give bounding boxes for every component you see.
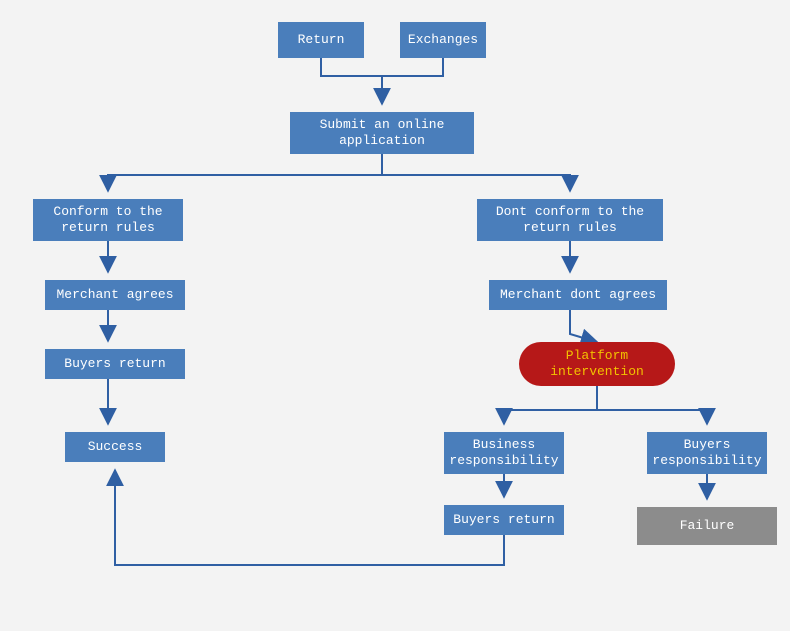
edge-exchanges-submit	[382, 58, 443, 76]
node-buyers_ret_r: Buyers return	[444, 505, 564, 535]
node-submit: Submit an online application	[290, 112, 474, 154]
node-buy_resp: Buyers responsibility	[647, 432, 767, 474]
node-conform: Conform to the return rules	[33, 199, 183, 241]
node-biz_resp: Business responsibility	[444, 432, 564, 474]
node-m_dontagree: Merchant dont agrees	[489, 280, 667, 310]
node-m_agree: Merchant agrees	[45, 280, 185, 310]
node-return: Return	[278, 22, 364, 58]
edge-platform-buy_resp	[597, 410, 707, 424]
edge-submit-dontconform	[382, 175, 570, 191]
edge-return-submit	[321, 58, 382, 104]
node-buyers_ret_l: Buyers return	[45, 349, 185, 379]
node-success: Success	[65, 432, 165, 462]
edge-m_dontagree-platform	[570, 310, 597, 342]
node-dontconform: Dont conform to the return rules	[477, 199, 663, 241]
edge-platform-biz_resp	[504, 386, 597, 424]
node-platform: Platform intervention	[519, 342, 675, 386]
node-failure: Failure	[637, 507, 777, 545]
node-exchanges: Exchanges	[400, 22, 486, 58]
edge-submit-conform	[108, 154, 382, 191]
